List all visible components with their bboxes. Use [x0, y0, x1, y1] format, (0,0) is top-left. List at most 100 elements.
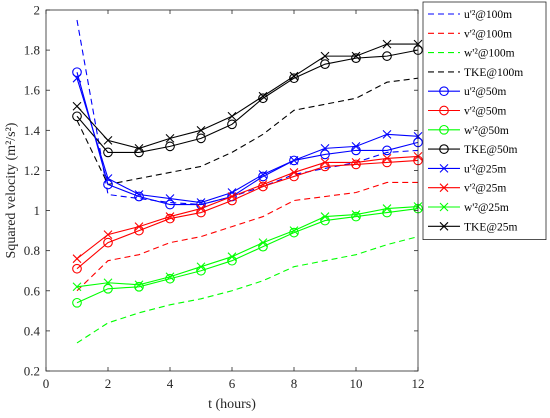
- x-axis-label: t (hours): [208, 397, 256, 412]
- legend-label: v'²@25m: [464, 183, 506, 195]
- data-point: [165, 213, 175, 224]
- data-point: [103, 237, 113, 248]
- legend-entry: v'²@50m: [428, 106, 506, 118]
- series-line: [76, 236, 419, 344]
- y-tick-label: 1: [34, 203, 41, 218]
- data-point: [320, 143, 330, 153]
- data-point: [72, 254, 82, 264]
- data-point: [227, 192, 237, 201]
- x-tick-label: 0: [43, 376, 50, 391]
- data-point: [196, 262, 206, 272]
- y-tick-label: 1.4: [24, 123, 41, 138]
- legend-box: [422, 1, 547, 241]
- legend-entry: w'²@25m: [428, 202, 509, 214]
- legend-marker: [439, 221, 449, 231]
- series-6: [72, 203, 423, 308]
- series-line: [76, 159, 419, 270]
- data-point: [196, 133, 206, 144]
- legend-label: u'²@100m: [464, 9, 512, 21]
- data-point: [72, 73, 82, 83]
- axes: 0 2 4 6 8 10 12 0.2 0.4 0.6 0.8 1 1.2 1.4 1.6 1.8 2: [24, 3, 425, 392]
- data-point: [227, 111, 237, 121]
- legend-label: TKE@25m: [464, 221, 517, 233]
- series-4: [72, 67, 423, 210]
- y-tick-label: 0.2: [24, 364, 40, 379]
- series-line: [76, 78, 419, 204]
- legend: u'²@100m v'²@100m w'²@100m TKE@100m u'²@50m v…: [422, 1, 547, 241]
- y-tick-label: 1.2: [24, 163, 40, 178]
- series-line: [76, 72, 419, 206]
- series-8: [72, 73, 423, 207]
- data-point: [72, 67, 82, 78]
- plot-background: [46, 10, 418, 371]
- x-tick-label: 12: [412, 376, 425, 391]
- series-10: [72, 202, 423, 292]
- series-2: [76, 236, 419, 344]
- data-point: [165, 141, 175, 152]
- data-point: [382, 145, 392, 156]
- data-point: [258, 170, 268, 179]
- series-line: [76, 49, 419, 153]
- legend-marker: [439, 202, 449, 212]
- data-point: [320, 158, 330, 167]
- data-point: [289, 73, 299, 84]
- data-point: [289, 155, 299, 166]
- data-point: [382, 129, 392, 139]
- legend-label: TKE@50m: [464, 144, 517, 156]
- data-point: [258, 238, 268, 248]
- data-point: [165, 212, 175, 221]
- series-3: [76, 77, 419, 186]
- legend-marker: [439, 183, 449, 193]
- data-point: [72, 263, 82, 274]
- legend-entry: v'²@25m: [428, 183, 506, 195]
- data-point: [351, 53, 361, 63]
- x-tick-label: 2: [105, 376, 112, 391]
- data-point: [320, 51, 330, 61]
- legend-marker: [439, 105, 449, 116]
- data-point: [134, 280, 144, 290]
- data-point: [72, 111, 82, 122]
- data-point: [134, 191, 144, 202]
- y-tick-label: 2: [34, 3, 41, 18]
- series-7: [72, 45, 423, 158]
- data-point: [165, 273, 175, 284]
- series-line: [76, 208, 419, 304]
- data-point: [165, 199, 175, 210]
- series-0: [76, 19, 419, 206]
- data-point: [289, 226, 299, 236]
- x-tick-label: 4: [167, 376, 174, 391]
- data-point: [196, 125, 206, 135]
- data-point: [103, 179, 113, 190]
- legend-label: w'²@50m: [464, 125, 509, 137]
- legend-marker: [439, 86, 449, 97]
- y-tick-label: 0.4: [24, 323, 41, 338]
- data-point: [72, 282, 82, 292]
- data-point: [134, 190, 144, 199]
- y-tick-label: 1.8: [24, 43, 40, 58]
- data-point: [351, 158, 361, 167]
- legend-entry: u'²@100m: [428, 9, 512, 21]
- legend-label: u'²@25m: [464, 163, 506, 175]
- data-point: [103, 283, 113, 294]
- y-axis-label: Squared velocity (m²/s²): [4, 122, 19, 258]
- series-5: [72, 155, 423, 274]
- legend-entry: v'²@100m: [428, 28, 512, 40]
- legend-entry: w'²@50m: [428, 125, 509, 137]
- data-point: [134, 222, 144, 231]
- legend-label: w'²@100m: [464, 48, 515, 60]
- data-point: [351, 51, 361, 61]
- legend-entry: TKE@50m: [428, 144, 517, 156]
- legend-entry: w'²@100m: [428, 48, 515, 60]
- legend-marker: [439, 164, 449, 173]
- x-tick-label: 6: [229, 376, 236, 391]
- x-tick-label: 8: [291, 376, 298, 391]
- legend-entry: TKE@25m: [428, 221, 517, 233]
- legend-label: u'²@50m: [464, 86, 506, 98]
- data-point: [351, 210, 361, 219]
- data-point: [258, 93, 268, 104]
- legend-marker: [439, 124, 449, 135]
- series-line: [76, 77, 419, 186]
- legend-label: w'²@25m: [464, 202, 509, 214]
- data-point: [196, 204, 206, 213]
- data-point: [351, 159, 361, 170]
